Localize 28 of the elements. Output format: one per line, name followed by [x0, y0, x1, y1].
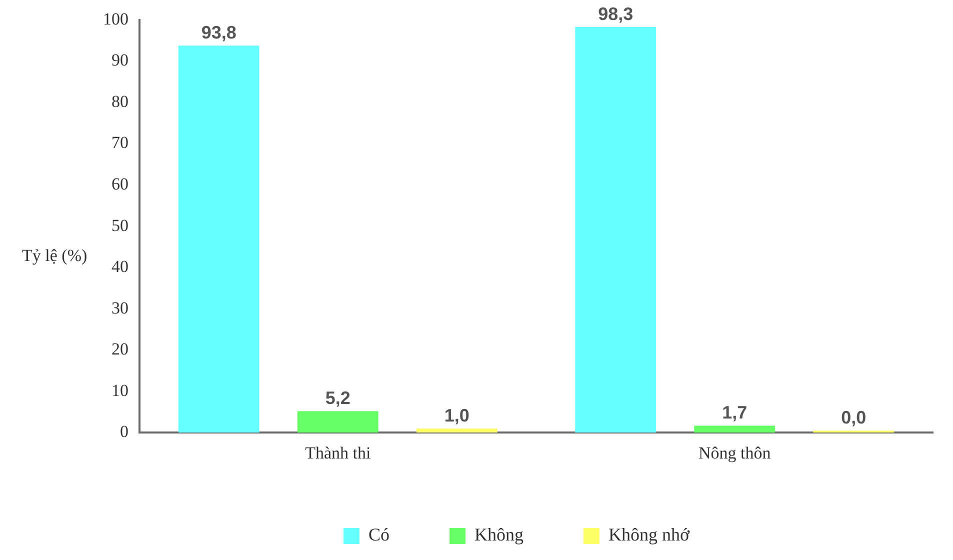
bar — [416, 428, 498, 433]
y-tick-label: 60 — [112, 174, 128, 194]
y-axis-title: Tỷ lệ (%) — [22, 246, 88, 266]
data-label: 0,0 — [841, 408, 866, 428]
y-tick-label: 20 — [112, 340, 128, 359]
bar — [297, 411, 378, 433]
y-tick-label: 100 — [103, 9, 128, 28]
data-label: 1,0 — [444, 405, 470, 426]
bar — [178, 46, 260, 433]
y-tick-label: 40 — [112, 257, 128, 276]
y-tick-label: 70 — [112, 133, 128, 152]
y-tick-label: 90 — [112, 50, 128, 70]
legend-label: Không nhớ — [608, 524, 690, 545]
y-tick-label: 50 — [112, 216, 128, 235]
bar — [694, 426, 776, 433]
bar — [575, 27, 656, 433]
y-tick-label: 80 — [112, 92, 128, 111]
data-label: 98,3 — [598, 4, 634, 24]
data-label: 5,2 — [325, 388, 350, 408]
x-tick-label: Nông thôn — [698, 443, 772, 462]
x-tick-label: Thành thi — [305, 443, 371, 462]
y-tick-label: 10 — [112, 380, 128, 400]
data-label: 93,8 — [201, 22, 236, 43]
legend-label: Không — [474, 524, 524, 545]
y-tick-label: 30 — [112, 298, 128, 318]
y-tick-label: 0 — [120, 422, 128, 442]
data-label: 1,7 — [722, 402, 748, 423]
legend-label: Có — [368, 524, 390, 545]
